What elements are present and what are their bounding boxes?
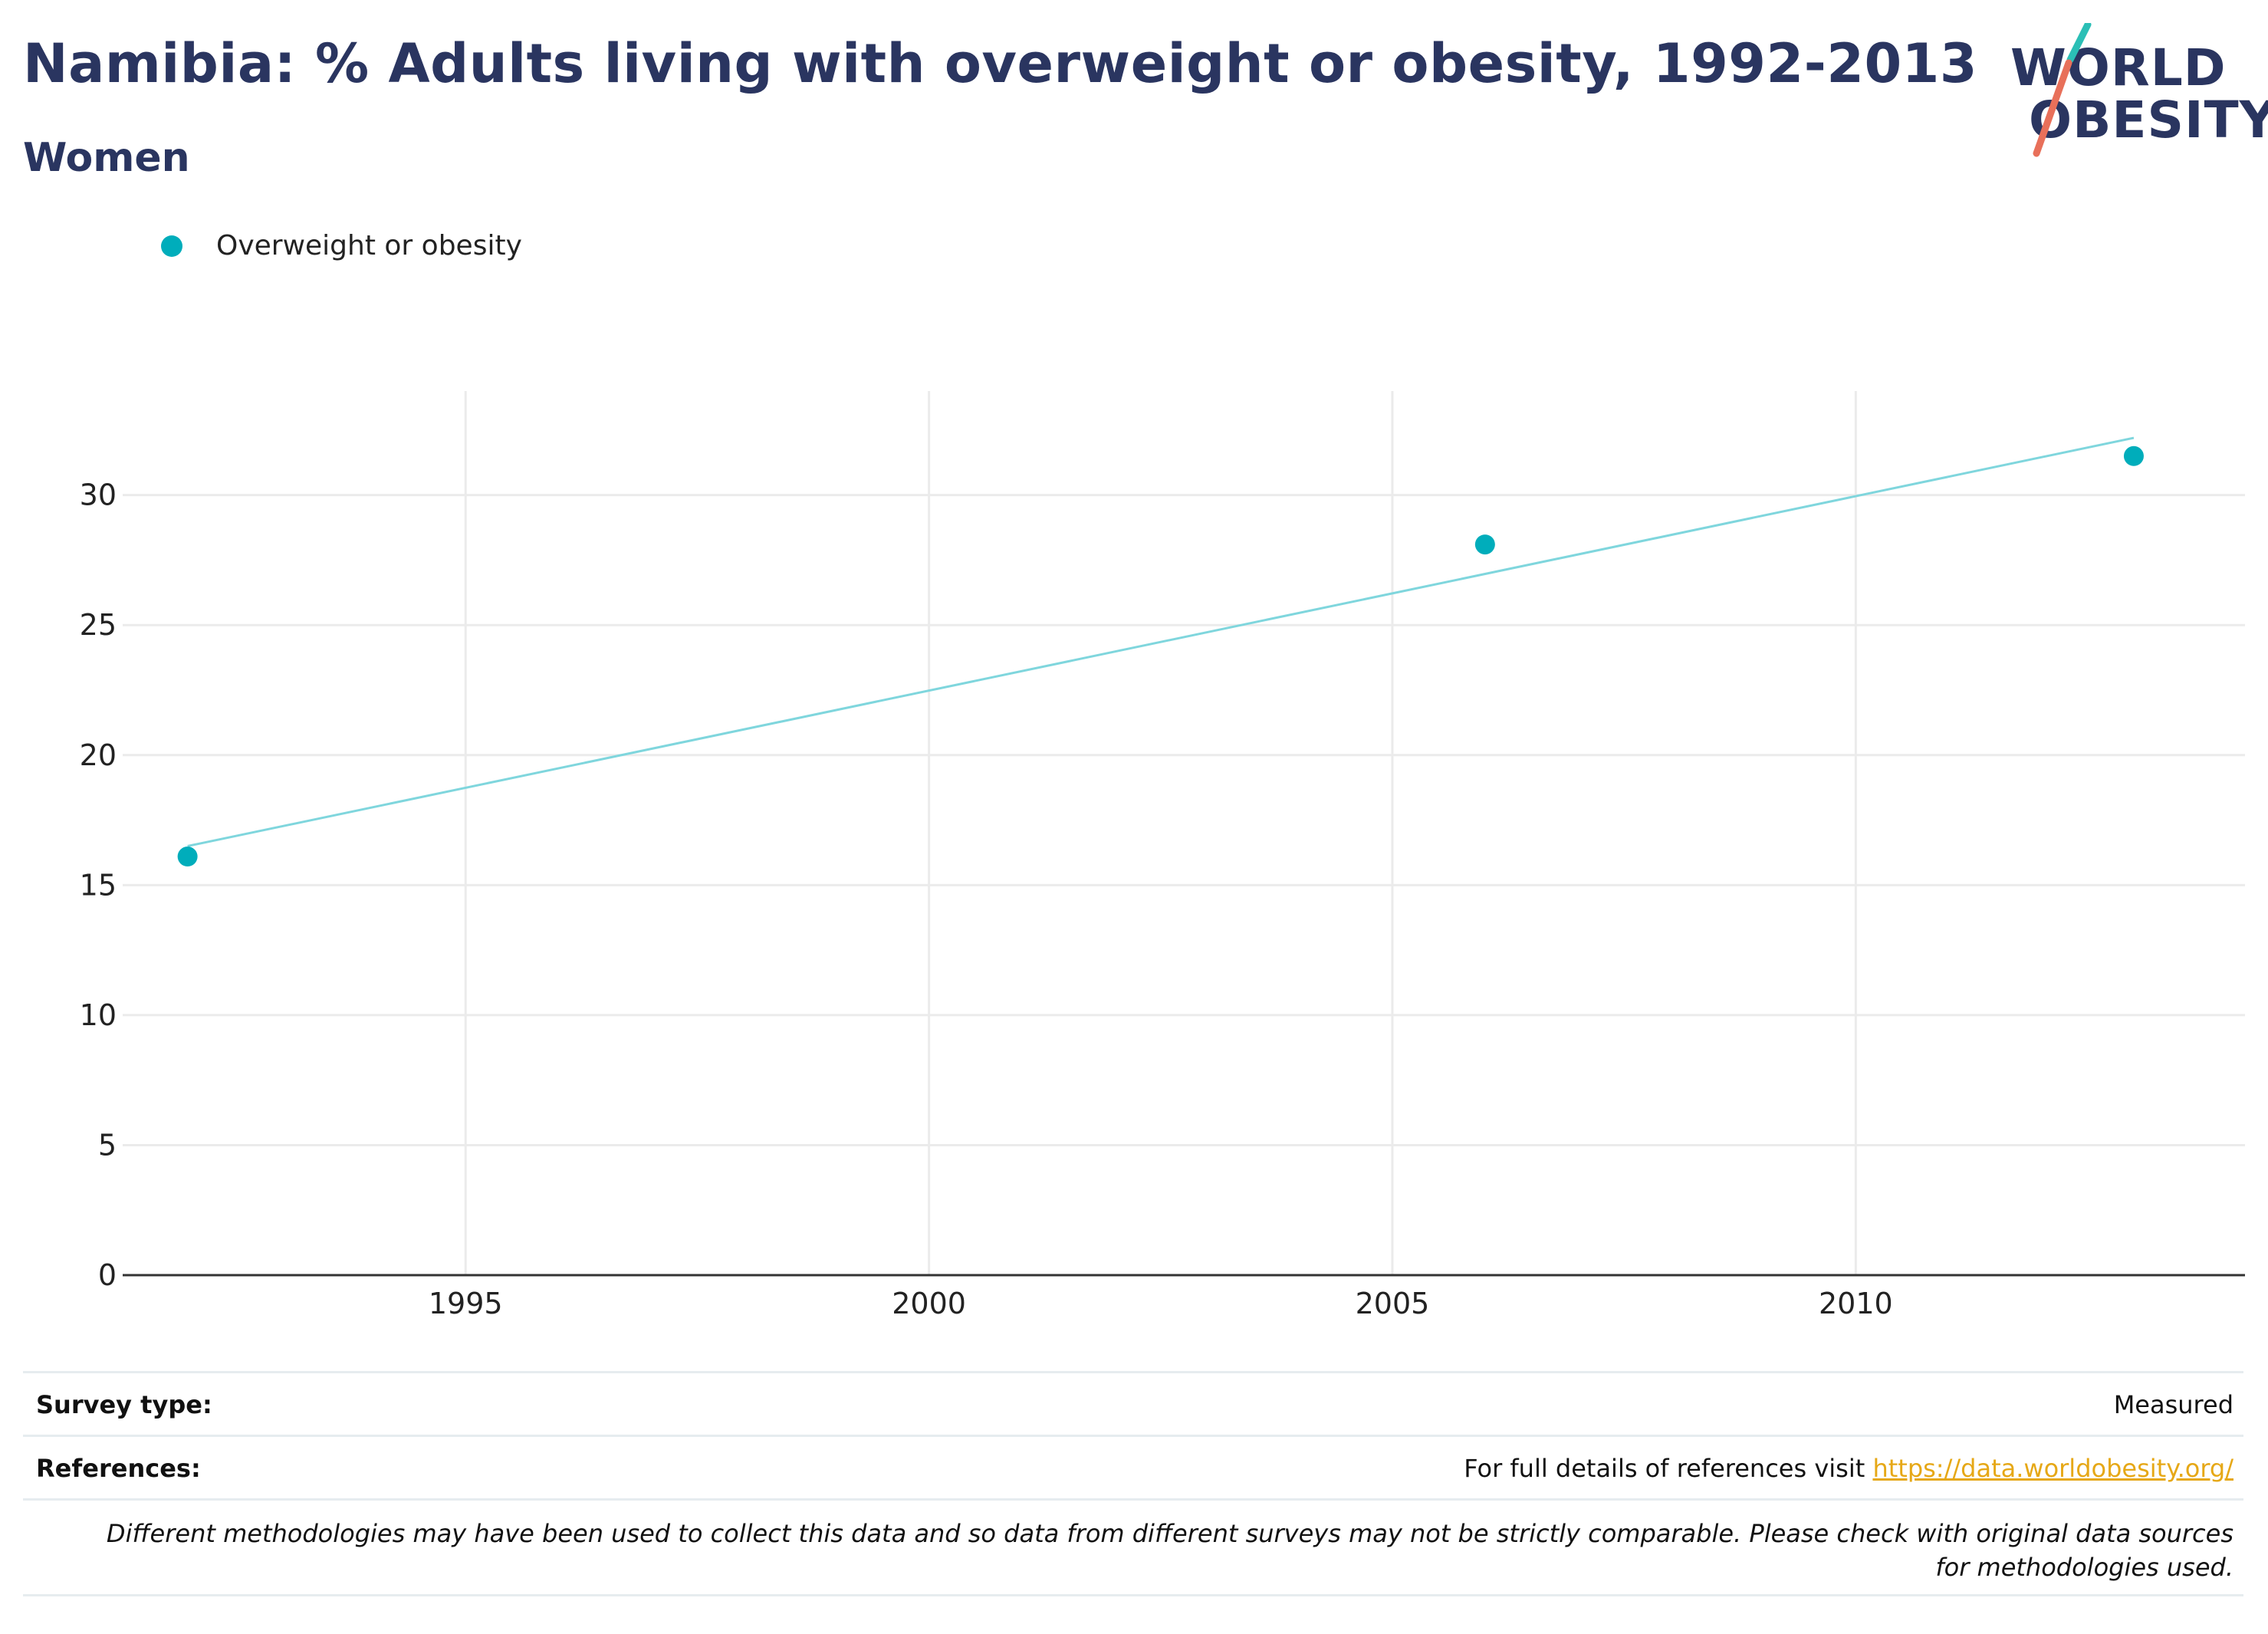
survey-type-value: Measured xyxy=(2113,1390,2233,1419)
survey-type-row: Survey type: Measured xyxy=(23,1371,2243,1436)
x-tick-label: 1995 xyxy=(429,1287,503,1320)
y-tick-label: 0 xyxy=(98,1258,117,1292)
y-tick-label: 10 xyxy=(80,998,117,1032)
y-tick-label: 20 xyxy=(80,738,117,772)
x-tick-label: 2010 xyxy=(1819,1287,1893,1320)
legend-label: Overweight or obesity xyxy=(216,230,522,261)
data-point xyxy=(2123,445,2144,466)
y-tick-label: 5 xyxy=(98,1128,117,1162)
footer-bottom-divider xyxy=(23,1594,2243,1596)
chart-legend: Overweight or obesity xyxy=(161,230,522,261)
references-row: References: For full details of referenc… xyxy=(23,1435,2243,1500)
note-divider xyxy=(23,1498,2243,1501)
references-label: References: xyxy=(36,1454,201,1483)
x-tick-label: 2000 xyxy=(892,1287,966,1320)
trend-line xyxy=(187,436,2135,847)
data-point xyxy=(1474,534,1495,555)
y-tick-label: 15 xyxy=(80,868,117,902)
x-tick-label: 2005 xyxy=(1356,1287,1430,1320)
chart-subtitle: Women xyxy=(23,135,190,181)
survey-type-label: Survey type: xyxy=(36,1390,212,1419)
references-text: For full details of references visit xyxy=(1464,1454,1873,1483)
chart-title: Namibia: % Adults living with overweight… xyxy=(23,32,1978,95)
logo-text-world: WORLD xyxy=(2010,38,2227,97)
scatter-chart: 0 5 10 15 20 25 30 1995 2000 2005 2010 xyxy=(80,391,2245,1320)
y-tick-label: 30 xyxy=(80,478,117,512)
references-value: For full details of references visit htt… xyxy=(1464,1454,2233,1483)
logo-text-obesity: OBESITY xyxy=(2029,90,2268,150)
references-link[interactable]: https://data.worldobesity.org/ xyxy=(1872,1454,2233,1483)
y-tick-label: 25 xyxy=(80,608,117,642)
legend-marker xyxy=(161,235,182,257)
world-obesity-logo: WORLD OBESITY xyxy=(2001,23,2268,161)
logo-slash-icon xyxy=(2033,23,2092,157)
data-point xyxy=(177,847,198,867)
methodology-note: Different methodologies may have been us… xyxy=(106,1519,2233,1582)
